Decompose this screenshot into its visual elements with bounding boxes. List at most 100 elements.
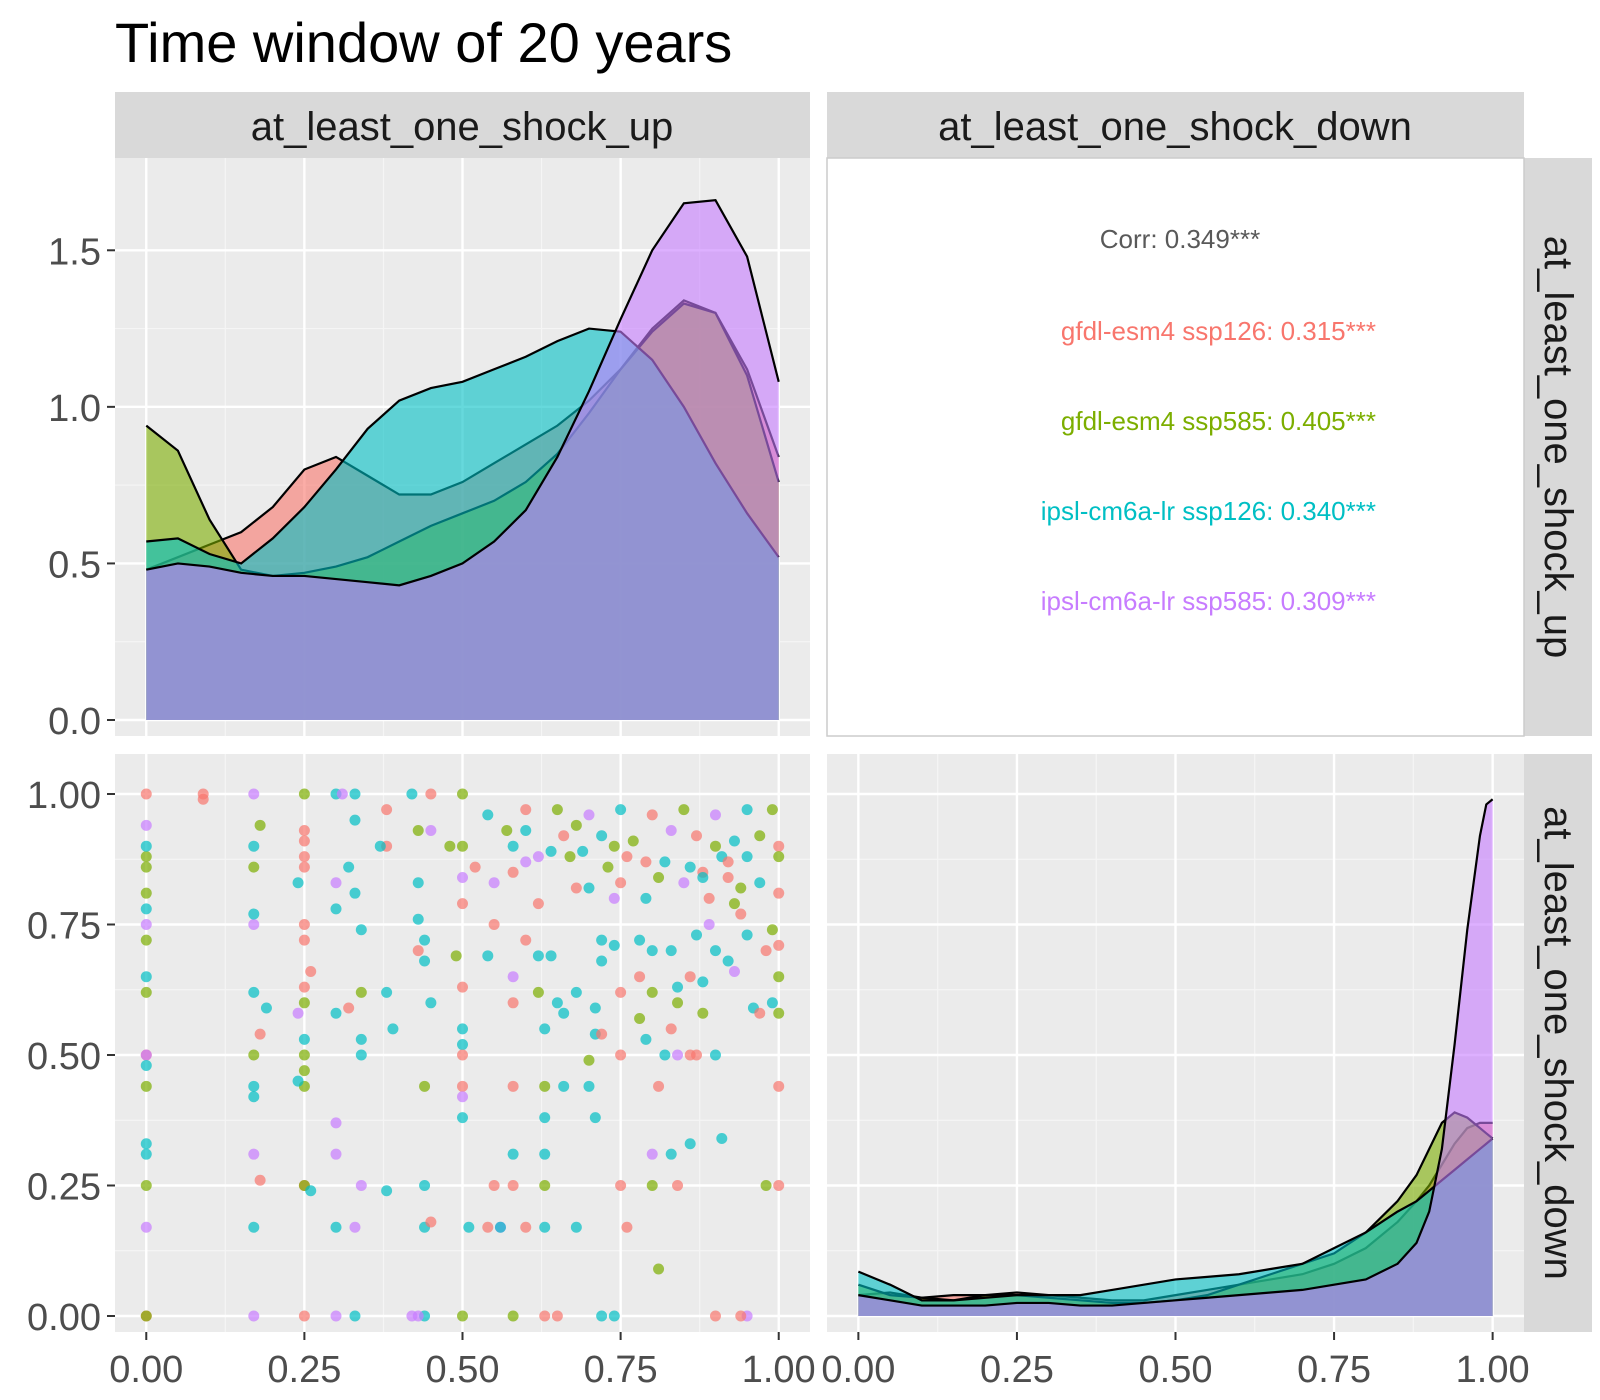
scatter-point <box>140 919 152 930</box>
scatter-point <box>773 887 785 899</box>
scatter-point <box>248 1148 260 1160</box>
y-tick-label: 0.50 <box>27 1036 101 1078</box>
scatter-point <box>634 934 646 946</box>
scatter-point <box>482 1221 494 1233</box>
scatter-point <box>419 955 431 967</box>
scatter-point <box>457 788 468 800</box>
scatter-point <box>305 1185 317 1197</box>
scatter-point <box>457 898 468 910</box>
scatter-panel: 0.00 0.25 0.50 0.75 1.00 0.00 0.25 0.50 0.75 1.00 <box>27 754 816 1391</box>
scatter-point <box>539 1080 551 1092</box>
density-area-down-3 <box>858 799 1493 1316</box>
scatter-point <box>298 1049 310 1061</box>
scatter-point <box>457 840 468 852</box>
scatter-point <box>754 1007 766 1019</box>
scatter-point <box>532 986 544 998</box>
scatter-point <box>349 814 361 826</box>
strip-label-top-left: at_least_one_shock_up <box>251 105 674 149</box>
scatter-point <box>634 1012 646 1024</box>
scatter-point <box>197 793 209 805</box>
scatter-point <box>640 1033 652 1045</box>
scatter-point <box>766 804 778 816</box>
scatter-point <box>507 1180 519 1191</box>
scatter-point <box>539 1148 551 1160</box>
scatter-point <box>659 856 671 868</box>
x-tick-label: 0.25 <box>267 1349 341 1391</box>
scatter-point <box>716 1133 728 1145</box>
scatter-point <box>589 1112 601 1124</box>
scatter-point <box>412 913 424 925</box>
scatter-point <box>608 892 620 904</box>
scatter-point <box>646 1180 658 1191</box>
scatter-point <box>298 861 310 873</box>
strip-right-bottom <box>1524 754 1592 1332</box>
scatter-point <box>735 908 747 920</box>
scatter-point <box>627 835 639 847</box>
density-panel-up: 0.0 0.5 1.0 1.5 <box>48 158 810 743</box>
scatter-point <box>374 840 386 852</box>
density-line-down-3 <box>858 798 1494 1307</box>
scatter-point <box>520 856 532 868</box>
scatter-point <box>463 1221 475 1233</box>
scatter-point <box>539 1180 551 1191</box>
scatter-point <box>653 1080 665 1092</box>
scatter-point <box>583 882 595 894</box>
strip-top-right <box>827 92 1524 158</box>
scatter-point <box>140 1059 152 1071</box>
scatter-point <box>387 1023 399 1035</box>
strip-label-right-top: at_least_one_shock_up <box>1536 236 1580 659</box>
scatter-point <box>570 986 582 998</box>
strip-label-top-right: at_least_one_shock_down <box>938 105 1412 149</box>
scatter-point <box>659 1049 671 1061</box>
scatter-point <box>412 945 424 957</box>
scatter-point <box>691 1049 703 1061</box>
scatter-point <box>425 1216 437 1228</box>
scatter-point <box>349 1221 361 1233</box>
scatter-point <box>545 845 557 857</box>
scatter-point <box>140 1138 152 1150</box>
scatter-point <box>425 788 437 800</box>
scatter-point <box>520 825 532 837</box>
scatter-point <box>298 997 310 1009</box>
scatter-point <box>248 1080 260 1092</box>
scatter-point <box>248 1049 260 1061</box>
scatter-point <box>735 882 747 894</box>
scatter-point <box>457 1023 468 1035</box>
scatter-point <box>248 986 260 998</box>
scatter-point <box>298 934 310 946</box>
scatter-point <box>728 898 740 910</box>
scatter-point <box>754 830 766 842</box>
scatter-point <box>248 1091 260 1103</box>
scatter-point <box>760 945 772 957</box>
scatter-point <box>596 1310 608 1322</box>
scatter-point <box>349 788 361 800</box>
scatter-point <box>697 1007 709 1019</box>
scatter-point <box>298 835 310 847</box>
scatter-point <box>646 945 658 957</box>
scatter-point <box>672 1049 684 1061</box>
strip-label-right-bottom: at_least_one_shock_down <box>1536 806 1580 1280</box>
scatter-point <box>564 851 576 863</box>
scatter-point <box>330 903 342 915</box>
scatter-point <box>140 887 152 899</box>
scatter-point <box>520 1221 532 1233</box>
scatter-point <box>532 851 544 863</box>
x-tick-label: 1.00 <box>1456 1349 1530 1391</box>
scatter-point <box>596 1028 608 1040</box>
scatter-point <box>558 1007 570 1019</box>
scatter-point <box>507 1310 519 1322</box>
scatter-point <box>140 788 152 800</box>
scatter-point <box>583 1054 595 1066</box>
scatter-point <box>248 861 260 873</box>
scatter-point <box>596 830 608 842</box>
scatter-point <box>298 981 310 993</box>
y-tick-label: 0.25 <box>27 1167 101 1209</box>
scatter-point <box>140 851 152 863</box>
scatter-point <box>608 840 620 852</box>
scatter-point <box>634 971 646 983</box>
scatter-point <box>709 809 721 821</box>
scatter-point <box>665 825 677 837</box>
scatter-point <box>615 877 627 889</box>
scatter-point <box>539 1112 551 1124</box>
scatter-point <box>140 1310 152 1322</box>
